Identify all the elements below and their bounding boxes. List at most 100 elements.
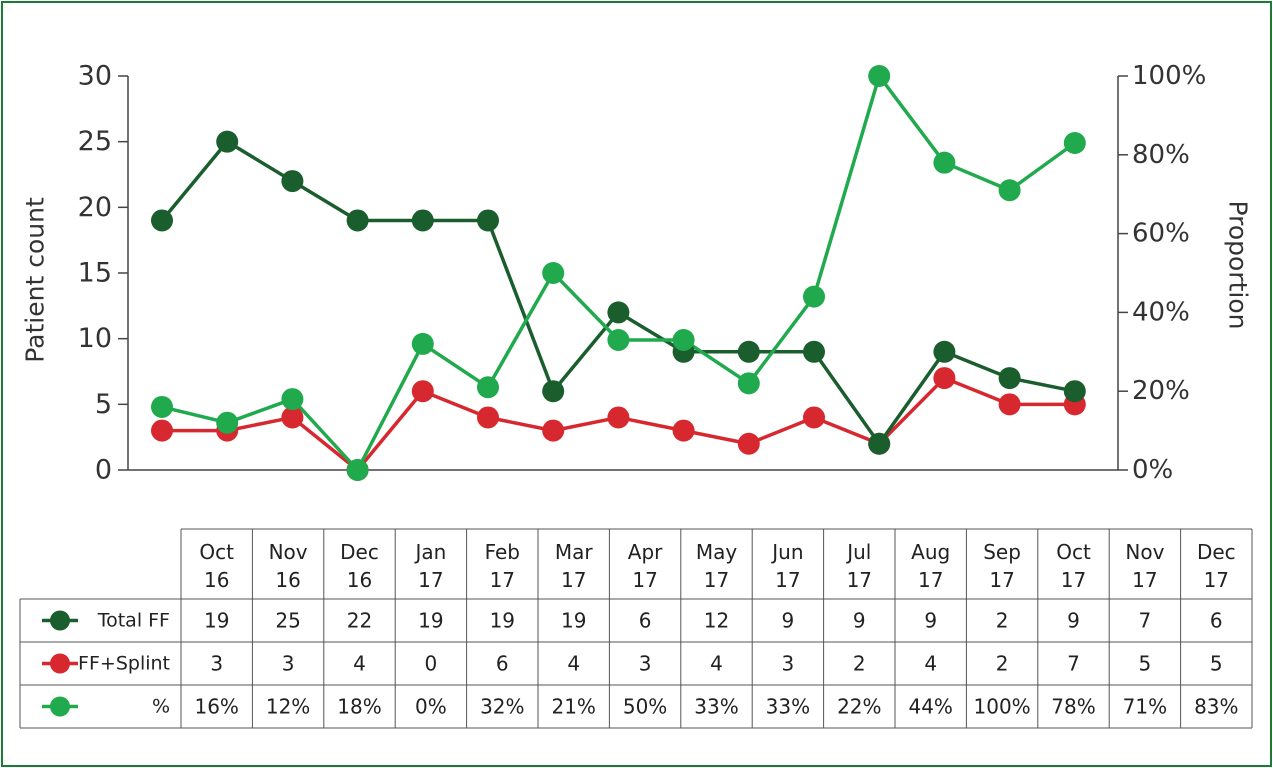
table-row-label: % <box>152 696 170 718</box>
table-cell: 25 <box>275 609 300 633</box>
legend-key-marker <box>50 696 70 717</box>
left-tick-label: 25 <box>78 126 112 157</box>
table-cell: 3 <box>639 652 652 676</box>
table-header-year: 17 <box>847 568 872 592</box>
series-marker <box>1063 131 1086 154</box>
series-marker <box>868 432 891 455</box>
table-header-year: 17 <box>704 568 729 592</box>
table-cell: 83% <box>1194 695 1238 719</box>
series-marker <box>607 406 630 429</box>
series-marker <box>737 372 760 395</box>
table-header-year: 17 <box>418 568 443 592</box>
series-marker <box>933 151 956 174</box>
table-cell: 32% <box>480 695 524 719</box>
right-tick-label: 80% <box>1132 140 1190 170</box>
table-header-month: Apr <box>628 540 663 564</box>
table-cell: 19 <box>561 609 586 633</box>
table-header-month: Mar <box>555 540 594 564</box>
table-cell: 6 <box>639 609 652 633</box>
left-tick-label: 5 <box>95 389 112 420</box>
table-cell: 9 <box>853 609 866 633</box>
series-marker <box>281 388 304 411</box>
series-marker <box>411 209 434 232</box>
table-cell: 22% <box>837 695 881 719</box>
series-marker <box>542 262 565 284</box>
table-header-year: 16 <box>275 568 300 592</box>
series-marker <box>803 406 825 429</box>
table-cell: 71% <box>1123 695 1167 719</box>
table-cell: 9 <box>924 609 937 633</box>
table-cell: 0% <box>415 695 447 719</box>
table-cell: 16% <box>194 695 238 719</box>
table-header-year: 17 <box>561 568 586 592</box>
table-header-year: 17 <box>632 568 657 592</box>
left-tick-label: 30 <box>78 61 112 92</box>
series-marker <box>1063 380 1086 403</box>
series-marker <box>216 130 239 153</box>
series-marker <box>151 209 173 232</box>
series-marker <box>477 376 499 399</box>
series-marker <box>672 328 695 351</box>
left-tick-label: 15 <box>78 258 112 289</box>
table-header-year: 17 <box>918 568 943 592</box>
table-cell: 3 <box>282 652 295 676</box>
series-marker <box>281 170 304 193</box>
series-marker <box>607 301 630 324</box>
table-cell: 4 <box>353 652 366 676</box>
left-axis-title: Patient count <box>21 197 50 363</box>
right-axis-title: Proportion <box>1224 201 1253 330</box>
left-tick-label: 20 <box>78 192 112 223</box>
table-header-month: Nov <box>269 540 308 564</box>
table-cell: 19 <box>490 609 515 633</box>
right-tick-label: 100% <box>1132 61 1206 91</box>
table-cell: 12% <box>266 695 310 719</box>
table-header-month: Sep <box>983 540 1021 564</box>
table-cell: 0 <box>425 652 438 676</box>
table-cell: 33% <box>694 695 738 719</box>
series-marker <box>411 380 434 403</box>
left-tick-label: 10 <box>78 323 112 354</box>
series-marker <box>998 393 1021 416</box>
table-cell: 21% <box>551 695 595 719</box>
table-cell: 12 <box>704 609 729 633</box>
table-cell: 6 <box>496 652 509 676</box>
table-header-year: 16 <box>204 568 229 592</box>
series-marker <box>672 419 695 442</box>
table-header-month: Jun <box>770 540 803 564</box>
series-marker <box>998 179 1021 202</box>
table-cell: 78% <box>1051 695 1095 719</box>
table-cell: 3 <box>210 652 223 676</box>
table-cell: 19 <box>418 609 443 633</box>
table-header-month: Dec <box>1197 540 1236 564</box>
table-cell: 44% <box>908 695 952 719</box>
series-marker <box>868 65 891 87</box>
table-header-month: Feb <box>485 540 520 564</box>
table-cell: 19 <box>204 609 229 633</box>
table-row-label: Total FF <box>97 610 170 632</box>
right-tick-label: 60% <box>1132 219 1190 249</box>
table-header-month: Nov <box>1125 540 1164 564</box>
left-tick-label: 0 <box>95 455 112 486</box>
table-header-year: 17 <box>490 568 515 592</box>
series-marker <box>477 406 499 429</box>
table-cell: 9 <box>1067 609 1080 633</box>
right-tick-label: 20% <box>1132 376 1190 406</box>
table-cell: 4 <box>924 652 937 676</box>
right-tick-label: 40% <box>1132 297 1190 327</box>
table-row-label: FF+Splint <box>78 653 170 675</box>
table-cell: 9 <box>782 609 795 633</box>
table-cell: 4 <box>710 652 723 676</box>
series-marker <box>346 459 369 481</box>
table-header-month: Jul <box>845 540 871 564</box>
series-marker <box>477 209 499 232</box>
table-cell: 3 <box>782 652 795 676</box>
legend-key-marker <box>50 653 70 674</box>
table-header-month: Jan <box>413 540 446 564</box>
series-marker <box>998 367 1021 390</box>
series-marker <box>542 419 565 442</box>
series-marker <box>803 340 825 363</box>
series-marker <box>346 209 369 232</box>
series-marker <box>281 406 304 429</box>
